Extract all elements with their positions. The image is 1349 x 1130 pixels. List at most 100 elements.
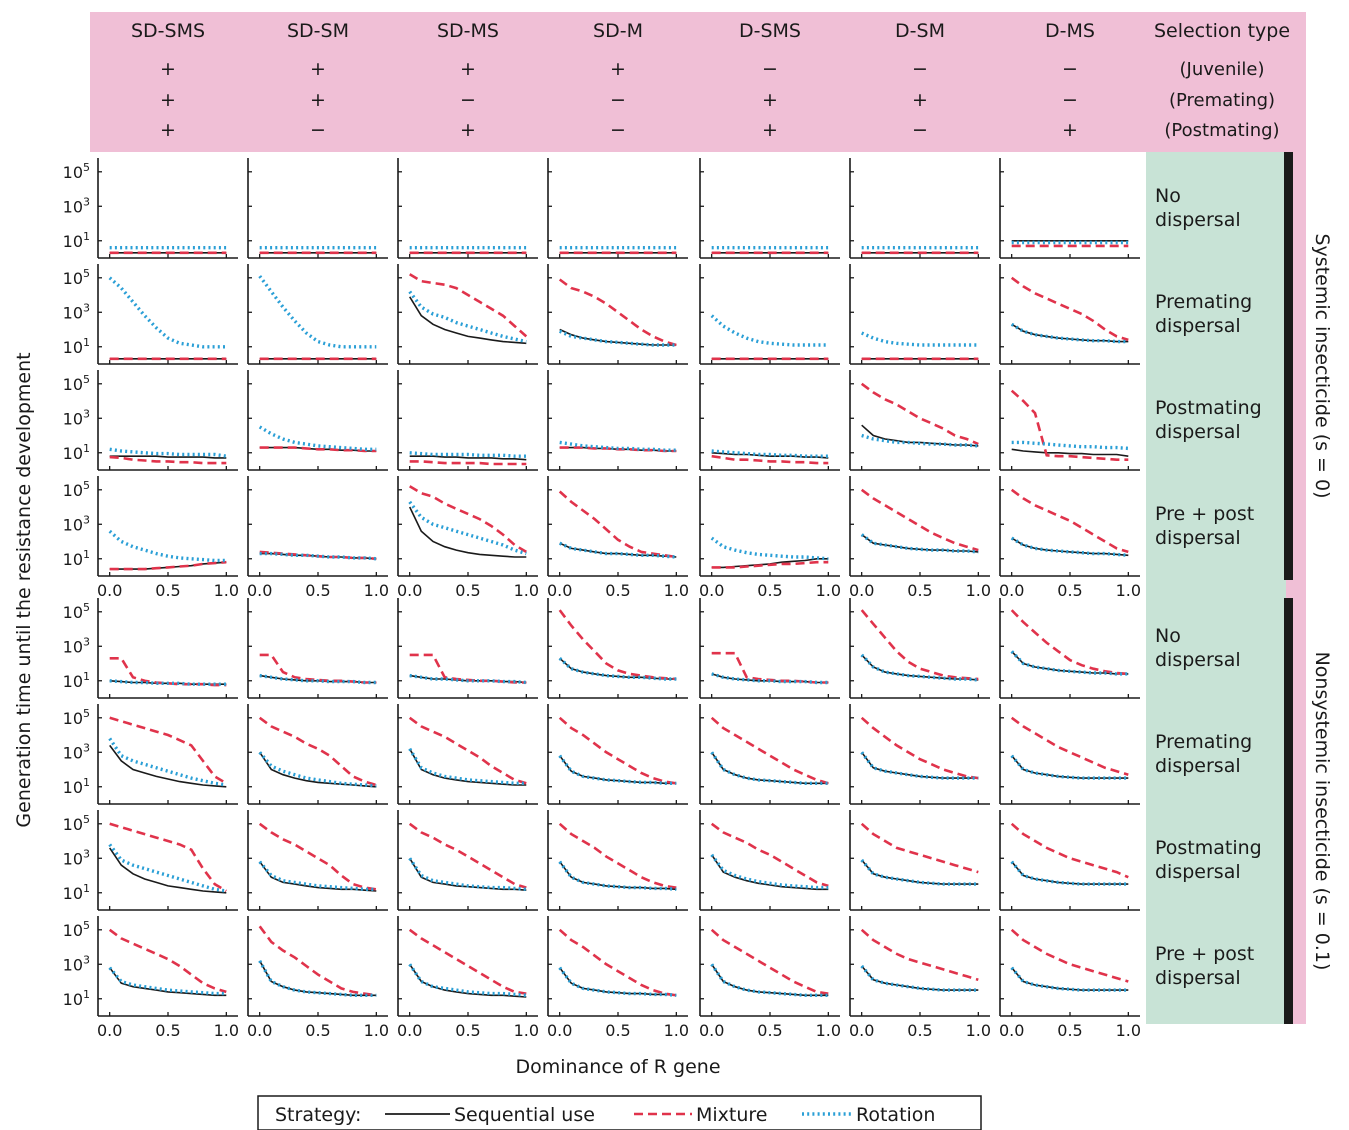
panel	[849, 810, 990, 911]
rotation-line	[558, 657, 677, 681]
sequential-use-line	[409, 296, 527, 345]
panel	[547, 810, 688, 911]
panel: 105 103 101	[63, 370, 238, 471]
x-axis-label: Dominance of R gene	[515, 1056, 720, 1078]
rotation-line	[408, 963, 527, 997]
x-tick-label: 1.0	[214, 1021, 239, 1040]
rotation-line	[408, 857, 527, 891]
panel: 105 103 101 0.0 0.5 1.0	[63, 916, 239, 1040]
selection-sign: −	[912, 119, 928, 141]
rotation-line	[861, 433, 979, 448]
x-tick-label: 0.5	[907, 581, 932, 600]
rotation-line	[711, 449, 829, 458]
selection-row-label: (Premating)	[1169, 90, 1275, 111]
rotation-line	[259, 673, 377, 685]
selection-sign: +	[160, 58, 176, 80]
panel	[999, 370, 1140, 471]
panel	[247, 704, 388, 805]
mixture-line	[408, 822, 527, 889]
panel	[547, 264, 688, 365]
x-tick-label: 0.0	[97, 1021, 122, 1040]
sequential-use-line	[1011, 537, 1129, 557]
rotation-line	[558, 754, 677, 785]
selection-sign: +	[1062, 119, 1078, 141]
selection-sign: +	[460, 119, 476, 141]
y-tick-label: 103	[63, 513, 90, 534]
y-tick-label: 101	[63, 336, 90, 357]
x-tick-label: 1.0	[364, 581, 389, 600]
rotation-line	[710, 751, 829, 785]
rotation-line	[1010, 754, 1129, 780]
row-label-line2: dispersal	[1155, 967, 1241, 989]
rotation-line	[710, 963, 829, 997]
header-column-d-ms: D-MS	[1045, 20, 1095, 42]
y-tick-label: 103	[63, 301, 90, 322]
selection-sign: +	[762, 89, 778, 111]
rotation-line	[1010, 860, 1129, 886]
selection-sign: −	[1062, 89, 1078, 111]
y-tick-label: 103	[63, 407, 90, 428]
rotation-line	[108, 737, 227, 787]
y-tick-label: 101	[63, 988, 90, 1009]
rotation-line	[861, 331, 979, 347]
mixture-line	[1010, 389, 1129, 461]
rotation-line	[109, 447, 227, 458]
mixture-line	[710, 716, 829, 785]
x-tick-label: 1.0	[664, 581, 689, 600]
rotation-line	[108, 966, 227, 996]
x-tick-label: 0.5	[155, 1021, 180, 1040]
sequential-use-line	[409, 748, 527, 786]
legend-rotation-label: Rotation	[856, 1104, 935, 1126]
rotation-line	[1010, 322, 1129, 344]
selection-sign: −	[610, 89, 626, 111]
y-tick-label: 103	[63, 847, 90, 868]
y-tick-label: 103	[63, 635, 90, 656]
mixture-line	[558, 609, 677, 681]
panel	[397, 370, 538, 471]
sequential-use-line	[1011, 861, 1129, 885]
sequential-use-line	[559, 542, 677, 558]
header-column-sd-m: SD-M	[593, 20, 643, 42]
mixture-line	[1010, 488, 1129, 554]
mixture-line	[108, 928, 227, 994]
group-label-nonsystemic: Nonsystemic insecticide (s = 0.1)	[1311, 652, 1333, 971]
header-column-d-sm: D-SM	[895, 20, 945, 42]
selection-sign: +	[762, 119, 778, 141]
selection-type-header: SD-SMS SD-SM SD-MS SD-M D-SMS D-SM D-MS Selecti…	[131, 20, 1290, 141]
panel	[699, 810, 840, 911]
sequential-use-line	[861, 859, 979, 885]
panel	[397, 158, 538, 259]
y-tick-label: 101	[63, 230, 90, 251]
row-label-line2: dispersal	[1155, 209, 1241, 231]
sequential-use-line	[1011, 755, 1129, 779]
panel: 105 103 101	[63, 598, 238, 699]
rotation-line	[108, 276, 227, 349]
x-tick-label: 1.0	[816, 581, 841, 600]
x-tick-label: 0.0	[999, 1021, 1024, 1040]
rotation-line	[108, 529, 227, 563]
row-labels: NodispersalPrematingdispersalPostmatingd…	[1155, 185, 1262, 989]
y-tick-label: 105	[63, 373, 90, 394]
rotation-line	[558, 860, 677, 891]
x-tick-label: 0.0	[397, 1021, 422, 1040]
sequential-use-line	[1011, 967, 1129, 991]
rotation-line	[409, 673, 527, 685]
panel	[999, 158, 1140, 259]
mixture-line	[860, 382, 979, 446]
row-label-line1: Pre + post	[1155, 503, 1254, 525]
legend-title: Strategy:	[275, 1104, 361, 1126]
x-tick-label: 1.0	[514, 581, 539, 600]
systemic-bracket-bar	[1284, 152, 1293, 580]
rotation-line	[860, 964, 979, 992]
x-tick-label: 0.5	[305, 581, 330, 600]
sequential-use-line	[109, 967, 227, 997]
row-label-line1: No	[1155, 625, 1181, 647]
rotation-line	[109, 679, 227, 686]
mixture-line	[558, 822, 677, 889]
panel	[397, 810, 538, 911]
insecticide-group-labels: Systemic insecticide (s = 0) Nonsystemic …	[1311, 233, 1333, 970]
rotation-line	[559, 329, 677, 347]
panel: 0.0 0.5 1.0	[849, 916, 991, 1040]
selection-sign: +	[460, 58, 476, 80]
